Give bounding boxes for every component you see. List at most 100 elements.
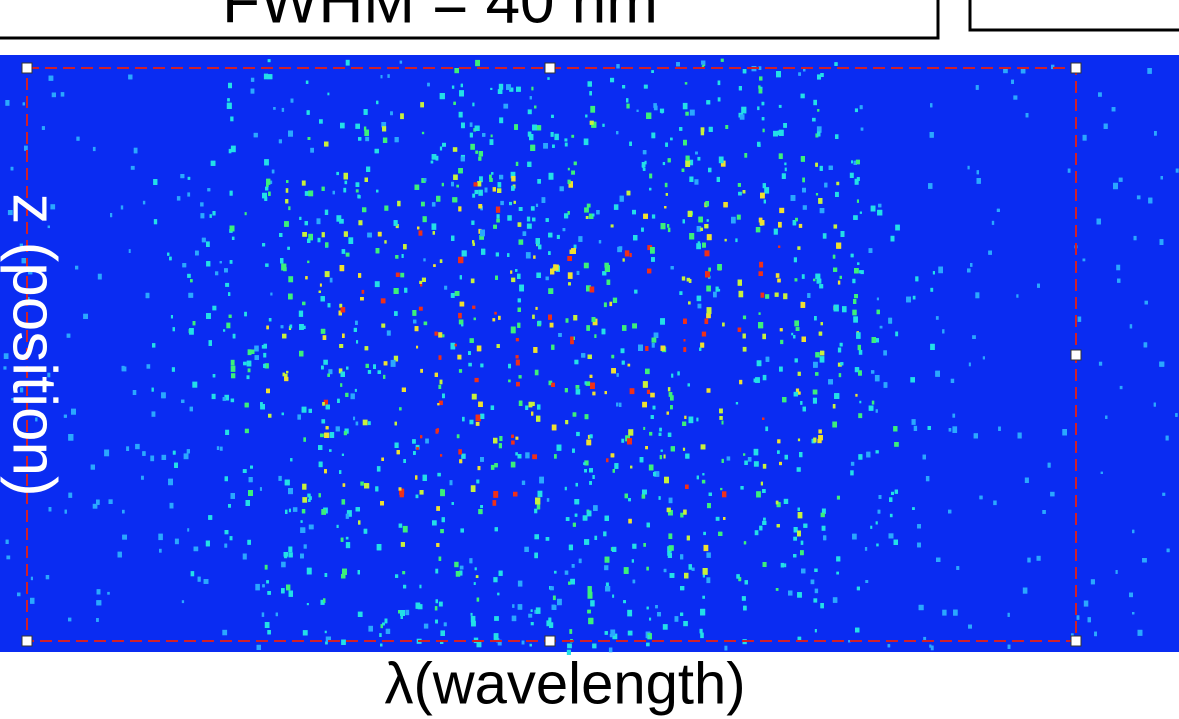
speckle-dot bbox=[1160, 239, 1164, 245]
speckle-dot bbox=[743, 69, 747, 73]
speckle-dot bbox=[578, 236, 582, 242]
speckle-dot bbox=[796, 327, 800, 331]
speckle-dot bbox=[744, 461, 747, 465]
speckle-dot bbox=[828, 379, 833, 384]
speckle-dot bbox=[604, 302, 607, 307]
speckle-dot bbox=[552, 145, 555, 148]
speckle-dot bbox=[609, 302, 612, 306]
speckle-dot bbox=[440, 454, 442, 457]
speckle-dot bbox=[740, 114, 745, 119]
speckle-dot bbox=[122, 535, 127, 540]
speckle-dot bbox=[494, 312, 497, 315]
speckle-dot bbox=[581, 353, 585, 357]
speckle-dot bbox=[707, 234, 712, 240]
speckle-dot bbox=[305, 276, 307, 279]
speckle-dot bbox=[319, 493, 321, 497]
speckle-dot bbox=[17, 593, 21, 597]
speckle-dot bbox=[576, 389, 581, 395]
speckle-dot bbox=[577, 271, 580, 275]
speckle-dot bbox=[894, 540, 898, 546]
speckle-dot bbox=[269, 318, 272, 321]
speckle-dot bbox=[1119, 178, 1123, 182]
speckle-dot bbox=[75, 266, 78, 270]
speckle-dot bbox=[641, 228, 644, 232]
speckle-dot bbox=[499, 443, 502, 448]
speckle-dot bbox=[341, 640, 345, 645]
speckle-dot bbox=[919, 605, 924, 610]
speckle-dot bbox=[323, 335, 327, 340]
speckle-dot bbox=[459, 459, 462, 463]
speckle-dot bbox=[523, 231, 527, 236]
speckle-dot bbox=[491, 135, 493, 138]
speckle-dot bbox=[861, 128, 863, 131]
speckle-dot bbox=[788, 591, 793, 596]
speckle-dot bbox=[763, 562, 767, 567]
speckle-dot bbox=[122, 366, 125, 371]
speckle-dot bbox=[703, 568, 708, 575]
speckle-dot bbox=[268, 414, 271, 418]
speckle-dot bbox=[478, 402, 483, 407]
speckle-dot bbox=[496, 207, 500, 213]
speckle-dot bbox=[244, 312, 247, 316]
speckle-dot bbox=[1112, 107, 1116, 111]
speckle-dot bbox=[784, 499, 789, 504]
speckle-dot bbox=[705, 250, 710, 256]
speckle-dot bbox=[516, 355, 519, 358]
speckle-dot bbox=[52, 93, 56, 98]
speckle-dot bbox=[718, 97, 721, 101]
speckle-dot bbox=[538, 491, 543, 497]
speckle-dot bbox=[763, 464, 767, 469]
speckle-dot bbox=[722, 491, 726, 497]
speckle-dot bbox=[698, 241, 700, 243]
speckle-dot bbox=[266, 389, 270, 393]
speckle-dot bbox=[469, 420, 473, 425]
speckle-dot bbox=[282, 108, 284, 112]
speckle-dot bbox=[496, 252, 499, 256]
speckle-dot bbox=[576, 483, 579, 487]
speckle-dot bbox=[416, 447, 419, 450]
speckle-dot bbox=[570, 579, 575, 585]
speckle-dot bbox=[682, 169, 685, 172]
speckle-dot bbox=[377, 544, 382, 550]
speckle-dot bbox=[462, 417, 465, 421]
speckle-dot bbox=[680, 513, 683, 518]
speckle-dot bbox=[5, 100, 9, 106]
speckle-dot bbox=[575, 514, 578, 517]
speckle-dot bbox=[440, 93, 445, 99]
speckle-dot bbox=[817, 132, 821, 137]
speckle-dot bbox=[204, 579, 209, 584]
speckle-dot bbox=[373, 364, 376, 369]
speckle-dot bbox=[399, 487, 402, 490]
speckle-dot bbox=[596, 210, 599, 214]
speckle-dot bbox=[399, 524, 403, 528]
speckle-dot bbox=[383, 138, 387, 144]
speckle-dot bbox=[343, 483, 345, 486]
speckle-dot bbox=[246, 500, 250, 506]
speckle-dot bbox=[1008, 613, 1010, 617]
speckle-dot bbox=[265, 565, 268, 570]
speckle-dot bbox=[478, 204, 482, 208]
speckle-dot bbox=[757, 142, 761, 147]
speckle-dot bbox=[588, 586, 592, 592]
speckle-dot bbox=[1097, 219, 1101, 225]
speckle-dot bbox=[879, 495, 882, 499]
speckle-dot bbox=[485, 188, 488, 193]
speckle-dot bbox=[479, 151, 483, 156]
speckle-dot bbox=[517, 323, 520, 328]
speckle-dot bbox=[529, 402, 533, 407]
speckle-dot bbox=[71, 409, 76, 415]
speckle-dot bbox=[514, 201, 516, 204]
speckle-dot bbox=[376, 190, 378, 193]
speckle-dot bbox=[860, 105, 863, 109]
speckle-dot bbox=[495, 527, 498, 531]
speckle-dot bbox=[612, 547, 616, 552]
speckle-dot bbox=[812, 118, 816, 122]
speckle-dot bbox=[251, 350, 255, 354]
speckle-dot bbox=[250, 466, 253, 469]
speckle-dot bbox=[531, 412, 533, 416]
speckle-dot bbox=[254, 133, 258, 137]
speckle-dot bbox=[717, 264, 722, 270]
speckle-dot bbox=[49, 507, 52, 511]
speckle-dot bbox=[380, 644, 383, 647]
speckle-dot bbox=[476, 422, 480, 426]
